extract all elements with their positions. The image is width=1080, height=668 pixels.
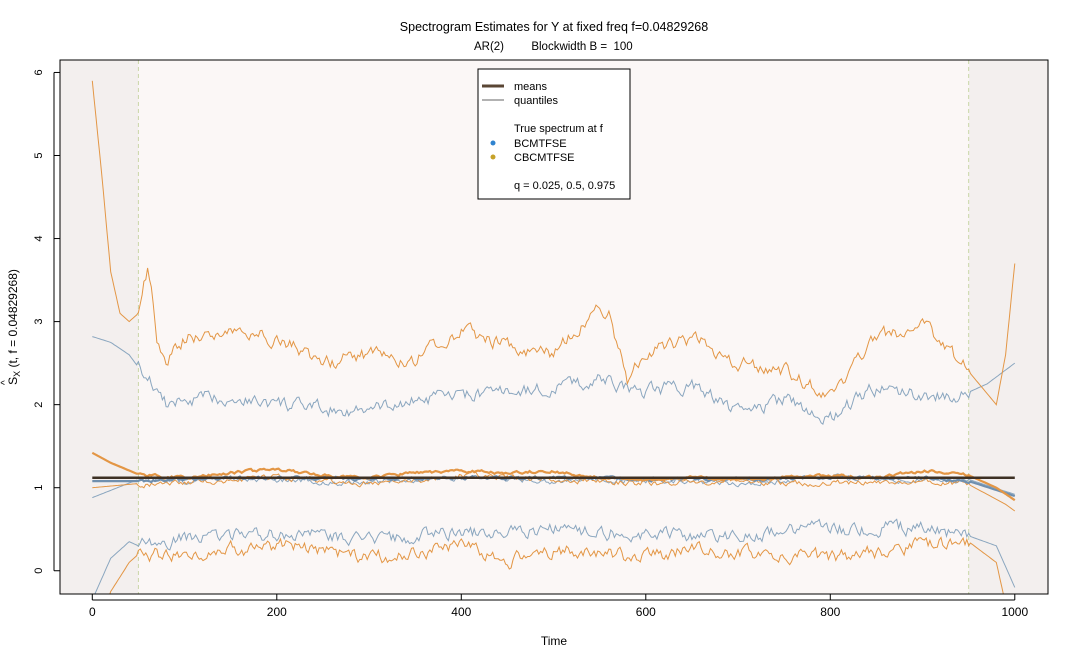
y-tick-label: 3 [33, 319, 45, 325]
y-tick-label: 0 [33, 568, 45, 574]
chart-subtitle-model: AR(2) [474, 41, 504, 53]
x-tick-label: 800 [820, 605, 840, 619]
x-tick-label: 0 [89, 605, 96, 619]
x-tick-label: 1000 [1001, 605, 1028, 619]
series-cbcmtfse-q0.025 [109, 536, 1004, 594]
x-tick-label: 400 [451, 605, 471, 619]
x-tick-label: 200 [267, 605, 287, 619]
legend-bcmtfse-label: BCMTFSE [514, 138, 567, 150]
y-tick-label: 2 [33, 402, 45, 408]
y-axis-label-main: S [6, 377, 20, 385]
legend: means quantiles True spectrum at f BCMTF… [477, 68, 631, 200]
legend-box [477, 68, 631, 200]
legend-true-spectrum-label: True spectrum at f [514, 123, 604, 135]
x-axis-label: Time [541, 634, 568, 648]
series-cbcmtfse-q0.975 [91, 80, 1016, 406]
y-axis-label-sub: X [12, 371, 22, 377]
edge-region-left [60, 60, 139, 594]
legend-means-label: means [514, 81, 548, 93]
chart-title: Spectrogram Estimates for Y at fixed fre… [400, 20, 708, 34]
y-tick-label: 6 [33, 69, 45, 75]
series-bcmtfse-q0.025 [94, 518, 1016, 594]
y-tick-label: 1 [33, 485, 45, 491]
legend-cbcmtfse-label: CBCMTFSE [514, 152, 575, 164]
y-axis-label-hat: ^ [0, 380, 11, 385]
x-axis: 0 200 400 600 800 1000 [89, 594, 1028, 619]
y-tick-label: 5 [33, 152, 45, 158]
y-axis-label-rest: (t, f = 0.04829268) [6, 269, 20, 371]
x-tick-label: 600 [636, 605, 656, 619]
y-axis: 0 1 2 3 4 5 6 [33, 69, 60, 574]
svg-text:SX (t, f = 0.04829268): SX (t, f = 0.04829268) [6, 269, 22, 385]
y-tick-label: 4 [33, 235, 45, 241]
legend-quantile-levels: q = 0.025, 0.5, 0.975 [514, 180, 615, 192]
series-bcmtfse-q0.975 [92, 336, 1016, 426]
legend-cbcmtfse-marker [490, 154, 496, 160]
plot-frame [59, 59, 1049, 595]
chart-subtitle-blockwidth: Blockwidth B = 100 [531, 41, 632, 53]
y-axis-label: SX (t, f = 0.04829268) ^ [0, 269, 22, 385]
legend-bcmtfse-marker [490, 140, 496, 146]
legend-quantiles-label: quantiles [514, 95, 559, 107]
